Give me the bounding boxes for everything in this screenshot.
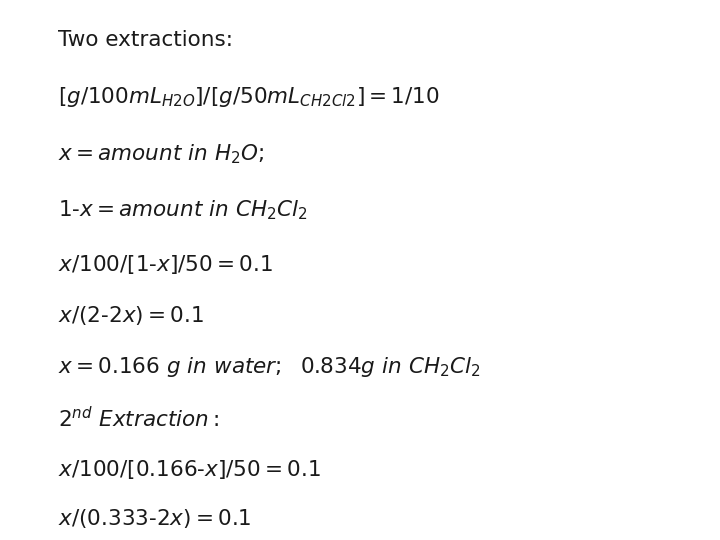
Text: $1\text{-}x = amount\ in\ CH_{2}Cl_{2}$: $1\text{-}x = amount\ in\ CH_{2}Cl_{2}$ [58,199,307,222]
Text: Two extractions:: Two extractions: [58,30,233,51]
Text: $x = amount\ in\ H_{2}O;$: $x = amount\ in\ H_{2}O;$ [58,142,264,166]
Text: $x/100/[1\text{-}x]/50 = 0.1$: $x/100/[1\text{-}x]/50 = 0.1$ [58,253,272,276]
Text: $2^{nd}\ Extraction:$: $2^{nd}\ Extraction:$ [58,406,219,431]
Text: $[g/100mL_{H2O}]/[g/50mL_{CH2Cl2}] = 1/10$: $[g/100mL_{H2O}]/[g/50mL_{CH2Cl2}] = 1/1… [58,85,439,109]
Text: $x = 0.166\ g\ in\ water;\ \ 0.834g\ in\ CH_{2}Cl_{2}$: $x = 0.166\ g\ in\ water;\ \ 0.834g\ in\… [58,355,480,379]
Text: $x/(0.333\text{-}2x) = 0.1$: $x/(0.333\text{-}2x) = 0.1$ [58,507,251,530]
Text: $x/(2\text{-}2x) = 0.1$: $x/(2\text{-}2x) = 0.1$ [58,305,203,327]
Text: $x/100/[0.166\text{-}x]/50 = 0.1$: $x/100/[0.166\text{-}x]/50 = 0.1$ [58,458,320,481]
